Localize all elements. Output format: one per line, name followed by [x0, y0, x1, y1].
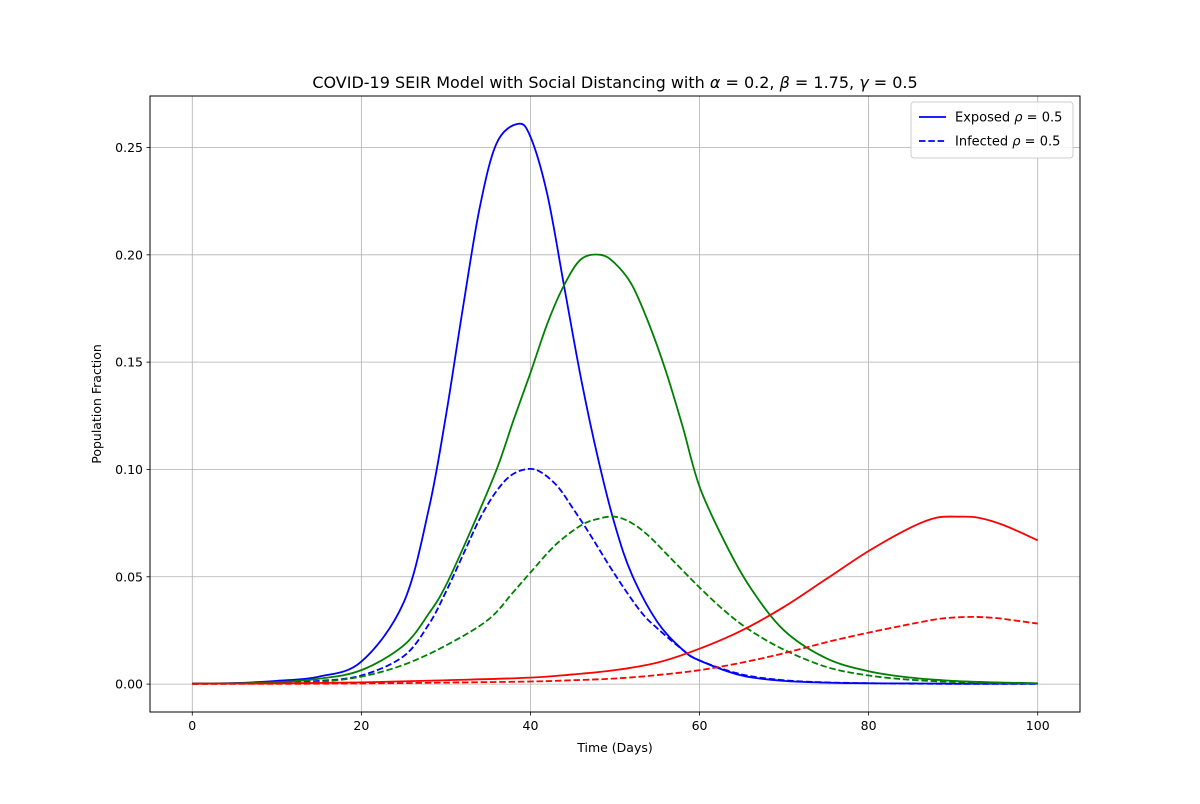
y-tick-label: 0.15: [115, 355, 143, 370]
axis-ticks: 0 20 40 60 80 100 0.00 0.05 0.10 0.15 0.20 0.25: [115, 140, 1050, 733]
legend-label: Infected ρ = 0.5: [955, 135, 1060, 150]
axes-frame: [149, 95, 1081, 713]
y-tick-label: 0.20: [115, 247, 143, 262]
legend-label: Exposed ρ = 0.5: [955, 111, 1062, 126]
x-tick-label: 0: [188, 718, 196, 733]
y-tick-label: 0.10: [115, 462, 143, 477]
x-tick-label: 40: [523, 718, 539, 733]
y-axis-label: Population Fraction: [89, 344, 104, 464]
x-tick-label: 80: [861, 718, 877, 733]
series-lines: [192, 122, 1039, 685]
x-tick-label: 100: [1026, 718, 1050, 733]
green-dashed-line: [192, 515, 1038, 685]
y-tick-label: 0.25: [115, 140, 143, 155]
red-dashed-line: [192, 616, 1038, 685]
chart-title: COVID-19 SEIR Model with Social Distanci…: [312, 73, 917, 92]
y-tick-label: 0.00: [115, 677, 143, 692]
green-solid-line: [192, 253, 1038, 685]
x-axis-label: Time (Days): [576, 740, 653, 755]
chart-legend: Exposed ρ = 0.5 Infected ρ = 0.5: [910, 101, 1074, 159]
x-tick-label: 60: [692, 718, 708, 733]
grid-lines: [150, 96, 1080, 712]
red-solid-line: [192, 515, 1039, 685]
x-tick-label: 20: [353, 718, 369, 733]
legend-box: [910, 101, 1074, 159]
infected-rho-05-line: [192, 467, 1038, 685]
exposed-rho-05-line: [192, 122, 1038, 685]
y-tick-label: 0.05: [115, 569, 143, 584]
